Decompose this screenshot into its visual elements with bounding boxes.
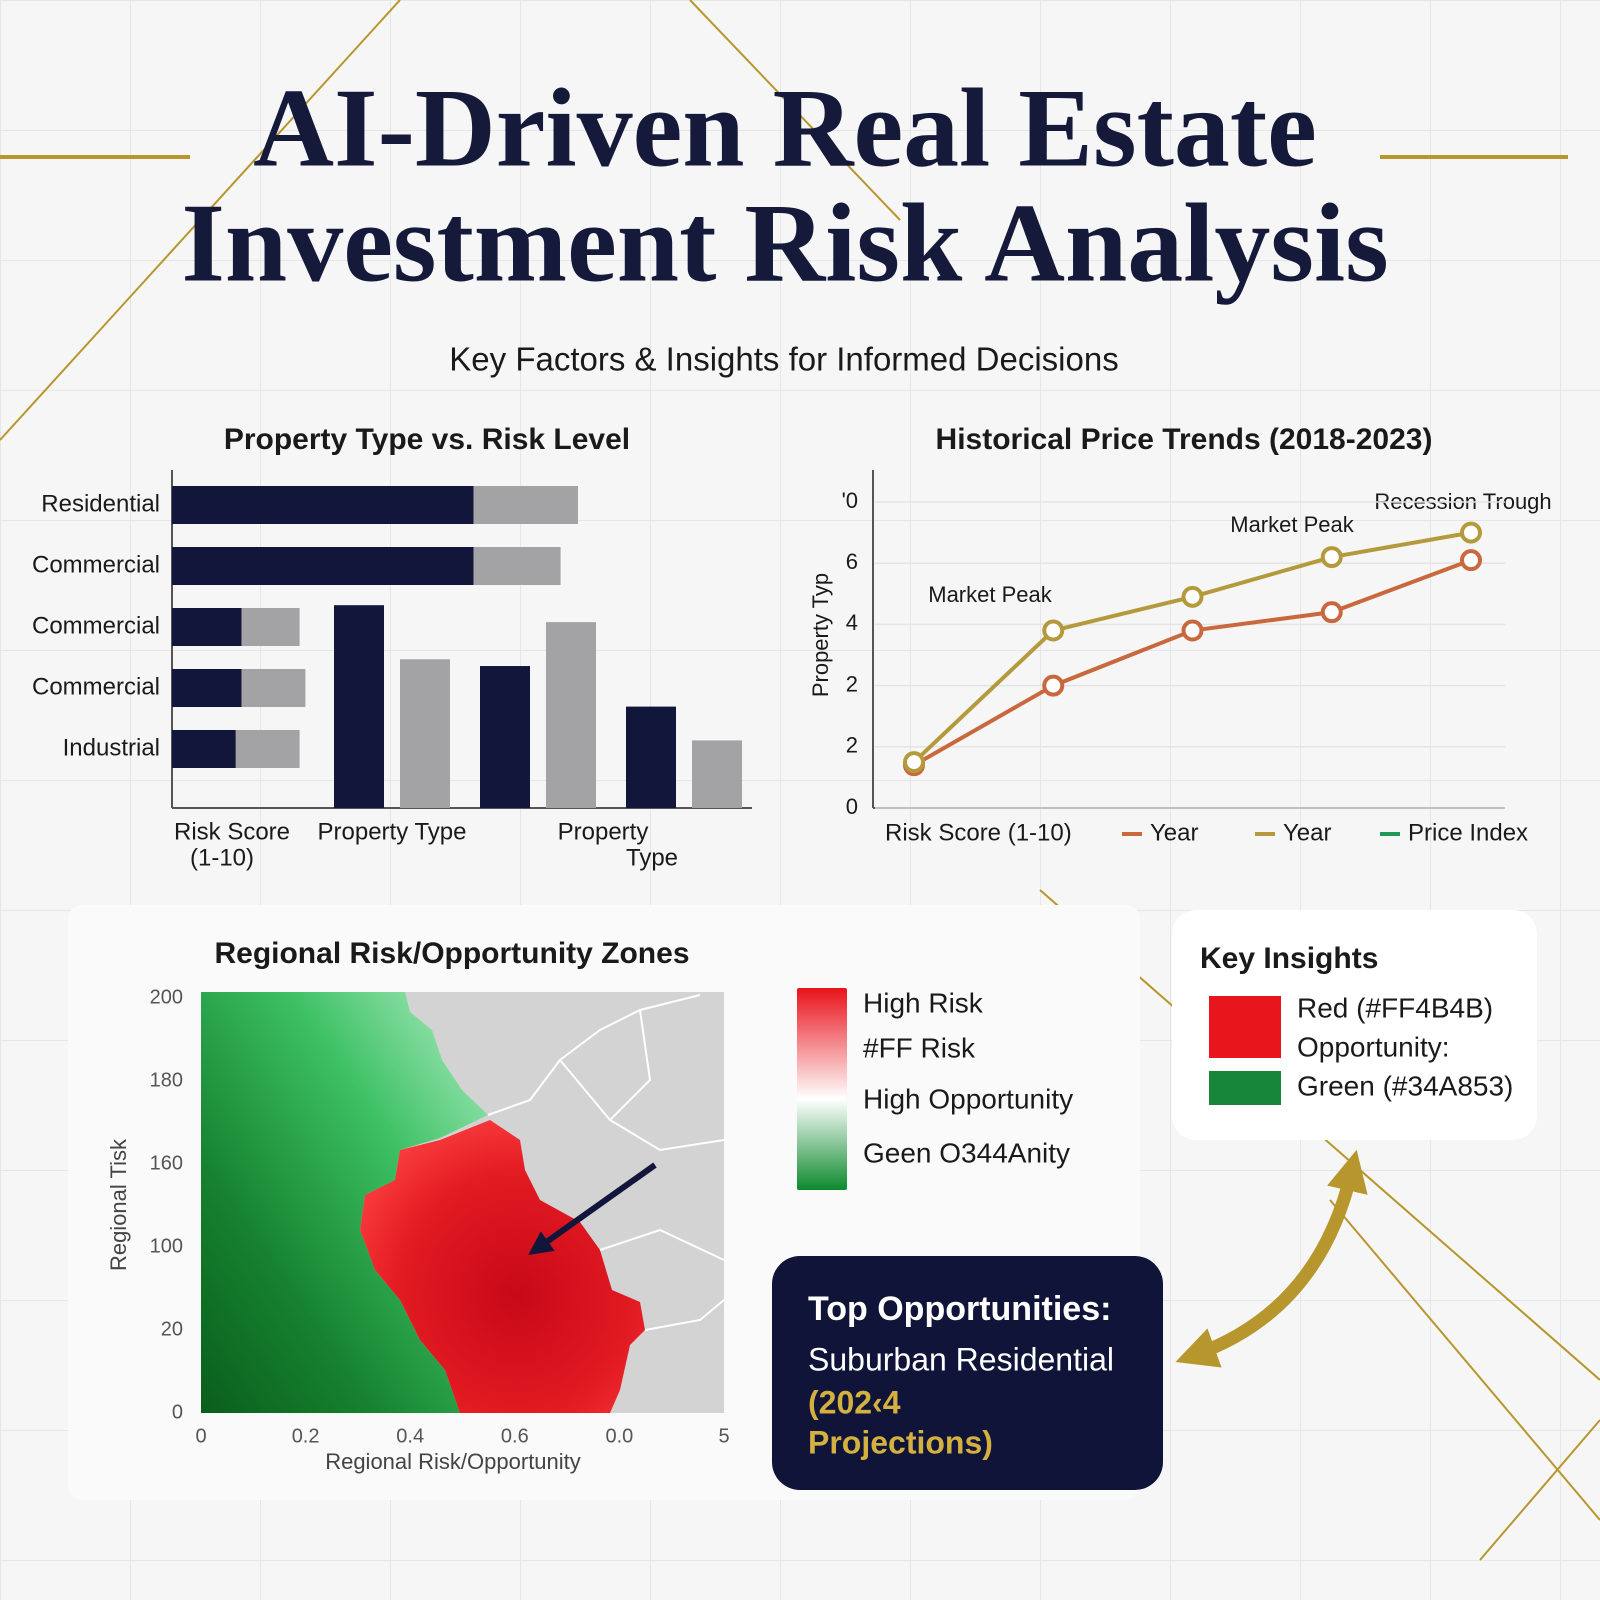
point xyxy=(1042,674,1065,697)
opportunities-highlight: (202‹4 xyxy=(808,1384,901,1420)
category-label: Commercial xyxy=(32,612,160,639)
point xyxy=(1320,546,1343,569)
bar xyxy=(473,486,578,524)
axis-label: (1-10) xyxy=(190,844,254,871)
opportunities-text: Suburban Residential xyxy=(808,1341,1114,1377)
scale-label: High Risk xyxy=(863,987,984,1018)
title-line: Investment Risk Analysis xyxy=(181,182,1388,306)
y-tick-label: 2 xyxy=(846,671,858,696)
scale-label: Geen O344Anity xyxy=(863,1137,1070,1168)
axis-label: Type xyxy=(626,844,678,871)
opportunities-highlight: Projections) xyxy=(808,1424,993,1460)
arrow xyxy=(528,1162,657,1255)
y-tick-label: 6 xyxy=(846,549,858,574)
column xyxy=(480,666,530,808)
x-tick-label: 0.6 xyxy=(501,1425,529,1447)
point xyxy=(903,751,925,774)
bar xyxy=(235,730,300,768)
subtitle: Key Factors & Insights for Informed Deci… xyxy=(449,341,1118,378)
insight-text: Red (#FF4B4B) xyxy=(1297,992,1493,1023)
column xyxy=(546,622,596,808)
legend-label: Year xyxy=(1150,819,1199,846)
bar xyxy=(473,547,561,585)
insight-text: Opportunity: xyxy=(1297,1031,1450,1062)
annotation: Market Peak xyxy=(928,582,1052,607)
point xyxy=(1042,619,1065,642)
x-tick-label: 5 xyxy=(718,1425,729,1447)
title-line: AI-Driven Real Estate xyxy=(253,67,1317,191)
x-tick-label: 0.4 xyxy=(396,1425,424,1447)
column xyxy=(626,706,676,808)
y-tick-label: 100 xyxy=(150,1235,183,1257)
y-axis-label: Property Typ xyxy=(808,573,833,697)
y-axis-label: Regional Tisk xyxy=(106,1138,131,1271)
category-label: Industrial xyxy=(63,734,160,761)
y-tick-label: 0 xyxy=(846,794,858,819)
opportunities-title: Top Opportunities: xyxy=(808,1290,1111,1328)
connector-arrow xyxy=(1175,1149,1368,1368)
point xyxy=(1320,601,1343,624)
bar xyxy=(172,669,242,707)
bar xyxy=(172,547,474,585)
chart-title: Historical Price Trends (2018-2023) xyxy=(936,423,1433,456)
map xyxy=(201,992,725,1413)
scale-label: #FF Risk xyxy=(863,1032,976,1063)
bar xyxy=(241,669,306,707)
point xyxy=(1181,619,1204,642)
column xyxy=(400,659,450,808)
scale-label: High Opportunity xyxy=(863,1083,1073,1114)
category-label: Commercial xyxy=(32,673,160,700)
x-axis-label: Risk Score (1-10) xyxy=(885,819,1072,846)
point xyxy=(1181,585,1204,608)
column xyxy=(692,740,742,808)
axis-label: Property Type xyxy=(318,818,467,845)
insights-title: Key Insights xyxy=(1200,942,1378,975)
category-label: Commercial xyxy=(32,551,160,578)
x-tick-label: 0.2 xyxy=(292,1425,320,1447)
bar xyxy=(241,608,300,646)
bar xyxy=(172,608,242,646)
y-tick-label: '0 xyxy=(842,488,858,513)
y-tick-label: 160 xyxy=(150,1152,183,1174)
category-label: Residential xyxy=(41,490,160,517)
y-tick-label: 4 xyxy=(846,610,858,635)
chart-title: Property Type vs. Risk Level xyxy=(224,423,630,456)
chart-title: Regional Risk/Opportunity Zones xyxy=(214,937,689,970)
point xyxy=(1460,521,1482,544)
y-tick-label: 200 xyxy=(150,986,183,1008)
bar xyxy=(172,730,236,768)
y-tick-label: 2 xyxy=(846,733,858,758)
insight-text: Green (#34A853) xyxy=(1297,1070,1513,1101)
y-tick-label: 180 xyxy=(150,1069,183,1091)
legend-label: Price Index xyxy=(1408,819,1528,846)
color-scale xyxy=(797,988,847,1190)
opportunities-card xyxy=(772,1256,1163,1490)
y-tick-label: 0 xyxy=(172,1401,183,1423)
swatch xyxy=(1209,1071,1281,1105)
y-tick-label: 20 xyxy=(161,1318,183,1340)
x-axis-label: Regional Risk/Opportunity xyxy=(325,1449,581,1474)
column xyxy=(334,605,384,808)
bar xyxy=(172,486,474,524)
x-tick-label: 0 xyxy=(195,1425,206,1447)
x-tick-label: 0.0 xyxy=(605,1425,633,1447)
annotation: Market Peak xyxy=(1230,512,1354,537)
axis-label: Property xyxy=(558,818,649,845)
legend-label: Year xyxy=(1283,819,1332,846)
point xyxy=(1460,549,1482,572)
swatch xyxy=(1209,996,1281,1058)
axis-label: Risk Score xyxy=(174,818,290,845)
